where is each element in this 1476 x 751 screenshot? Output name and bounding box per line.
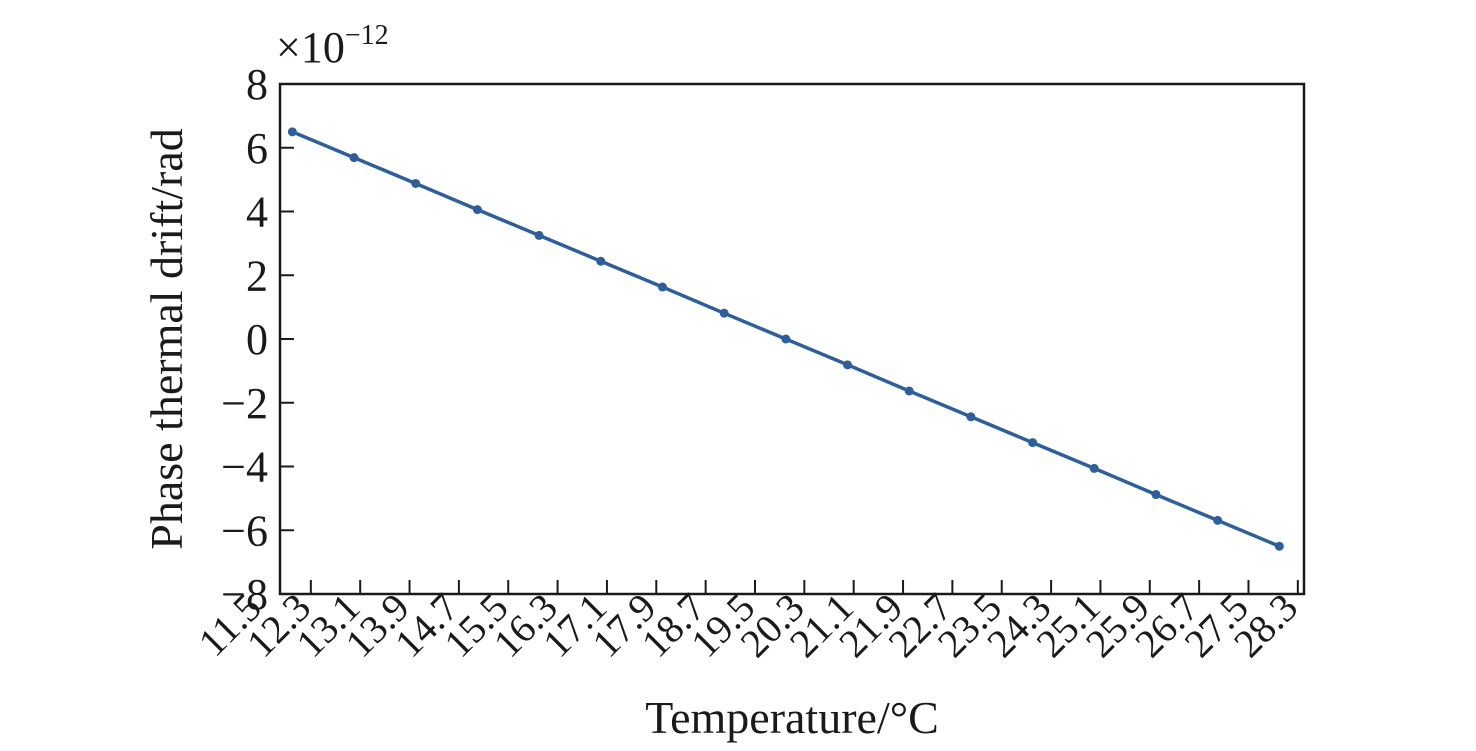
data-point — [904, 386, 914, 396]
data-point — [966, 412, 976, 422]
data-point — [534, 230, 544, 240]
y-tick-label: 8 — [246, 60, 268, 109]
data-point — [1151, 490, 1161, 500]
y-tick-label: 4 — [246, 188, 268, 237]
x-axis-title: Temperature/°C — [645, 692, 939, 743]
data-point — [1028, 438, 1038, 448]
y-tick-label: 2 — [246, 251, 268, 300]
data-point — [472, 205, 482, 215]
data-point — [843, 360, 853, 370]
y-multiplier-exponent: −12 — [345, 20, 389, 51]
y-tick-label: 0 — [246, 315, 268, 364]
data-point — [657, 282, 667, 292]
y-tick-label: −2 — [221, 379, 268, 428]
data-point — [596, 256, 606, 266]
y-tick-label: −6 — [221, 506, 268, 555]
y-tick-label: 6 — [246, 124, 268, 173]
y-multiplier-base: ×10 — [276, 23, 345, 72]
y-tick-label: −4 — [221, 443, 268, 492]
data-point — [287, 127, 297, 137]
y-axis-title: Phase thermal drift/rad — [141, 128, 192, 550]
y-tick-label: −8 — [221, 570, 268, 619]
data-point — [411, 178, 421, 188]
data-point — [1213, 515, 1223, 525]
data-point — [781, 334, 791, 344]
data-point — [349, 153, 359, 163]
data-point — [1089, 463, 1099, 473]
plot-frame — [278, 82, 1306, 596]
y-multiplier-label: ×10−12 — [276, 20, 389, 72]
data-point — [719, 308, 729, 318]
data-point — [1274, 541, 1284, 551]
